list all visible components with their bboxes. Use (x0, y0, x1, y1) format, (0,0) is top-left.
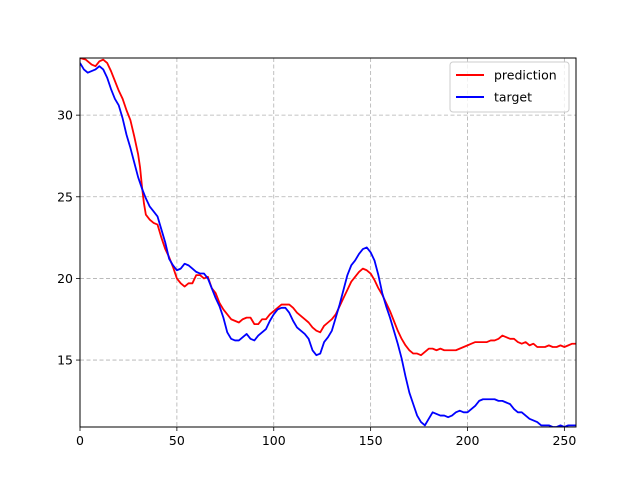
series-layer (80, 58, 576, 427)
legend: prediction target (449, 61, 570, 113)
x-tick-label: 150 (359, 433, 383, 448)
legend-label-prediction: prediction (494, 68, 557, 83)
y-tick-label: 20 (57, 271, 73, 286)
plot-frame (79, 57, 577, 428)
series-line-target (80, 62, 576, 427)
y-tick-label: 15 (57, 353, 73, 368)
x-tick-label: 50 (169, 433, 185, 448)
legend-label-target: target (494, 90, 532, 105)
x-tick-label: 100 (262, 433, 286, 448)
y-axis-ticks: 15 20 25 30 (57, 108, 80, 368)
x-tick-label: 200 (456, 433, 480, 448)
y-tick-label: 25 (57, 189, 73, 204)
x-tick-label: 250 (552, 433, 576, 448)
x-axis-ticks: 0 50 100 150 200 250 (76, 427, 576, 448)
x-tick-label: 0 (76, 433, 84, 448)
y-tick-label: 30 (57, 108, 73, 123)
series-line-prediction (80, 58, 576, 357)
